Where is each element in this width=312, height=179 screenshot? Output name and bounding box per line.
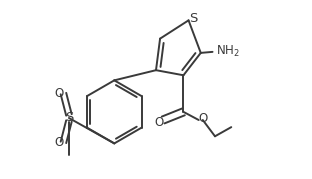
Text: O: O (55, 136, 64, 149)
Text: NH$_2$: NH$_2$ (216, 44, 239, 59)
Text: O: O (155, 116, 164, 129)
Text: O: O (55, 87, 64, 100)
Text: O: O (198, 112, 207, 125)
Text: S: S (189, 12, 198, 25)
Text: S: S (65, 112, 73, 124)
